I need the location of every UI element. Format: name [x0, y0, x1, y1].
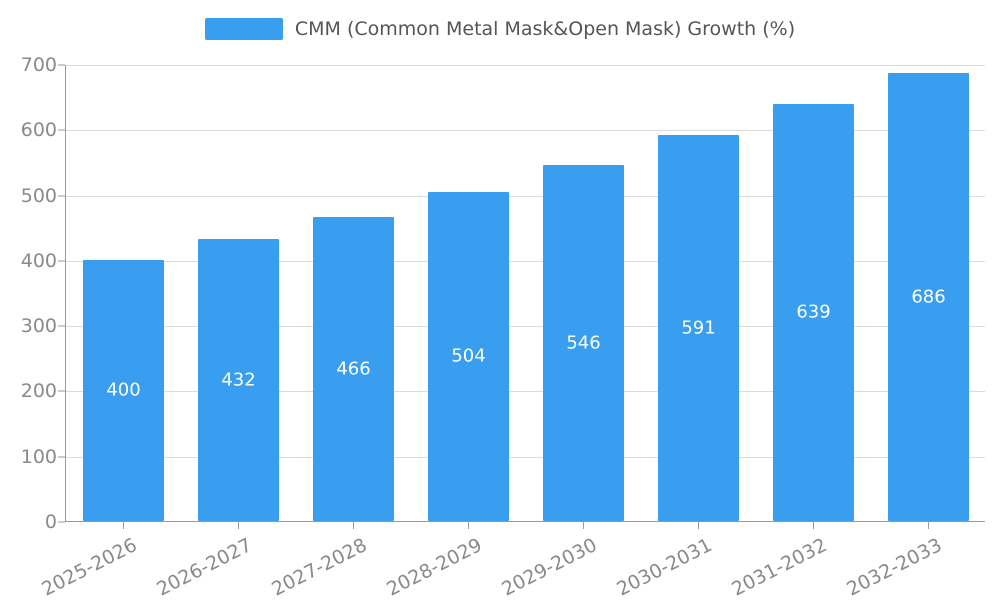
bar-value-label: 432	[221, 369, 256, 391]
y-axis-tick-label: 0	[44, 511, 57, 533]
gridline-y-700	[66, 65, 985, 66]
x-axis-tick-label: 2026-2027	[153, 534, 256, 600]
y-axis-tick-mark	[58, 195, 65, 197]
x-axis-tick-label: 2025-2026	[38, 534, 141, 600]
x-axis-tick-mark	[927, 522, 929, 529]
x-axis-tick-mark	[812, 522, 814, 529]
gridline-y-600	[66, 130, 985, 132]
x-axis-tick-label: 2031-2032	[728, 534, 831, 600]
bar-2032-2033[interactable]: 686	[888, 73, 969, 521]
bar-2030-2031[interactable]: 591	[658, 135, 739, 521]
y-axis-tick-label: 700	[20, 54, 57, 76]
chart-title: CMM (Common Metal Mask&Open Mask) Growth…	[294, 18, 796, 40]
bar-2031-2032[interactable]: 639	[773, 103, 854, 521]
bar-value-label: 686	[911, 286, 946, 308]
chart-legend[interactable]: CMM (Common Metal Mask&Open Mask) Growth…	[0, 18, 1000, 40]
bar-2025-2026[interactable]: 400	[83, 259, 164, 521]
y-axis-tick-mark	[58, 390, 65, 392]
y-axis-tick-label: 500	[20, 184, 57, 207]
gridline-y-300	[66, 326, 985, 328]
y-axis-tick-label: 200	[20, 380, 57, 403]
bar-value-label: 504	[451, 345, 486, 367]
y-axis-tick-mark	[58, 456, 65, 458]
y-axis-tick-label: 300	[20, 315, 57, 338]
x-axis-tick-mark	[352, 522, 354, 529]
x-axis-tick-label: 2029-2030	[498, 534, 601, 600]
bar-value-label: 639	[796, 301, 831, 323]
y-axis-tick-label: 400	[20, 249, 57, 272]
x-axis-tick-mark	[237, 522, 239, 529]
bar-2027-2028[interactable]: 466	[313, 216, 394, 521]
gridline-y-200	[66, 391, 985, 393]
plot-area: 400 432 466 504 546 591 639 686	[65, 65, 985, 522]
x-axis-tick-mark	[582, 522, 584, 529]
bar-2029-2030[interactable]: 546	[543, 164, 624, 521]
bar-2028-2029[interactable]: 504	[428, 191, 509, 521]
legend-swatch	[204, 18, 283, 40]
x-axis-tick-label: 2030-2031	[613, 534, 716, 600]
x-axis-tick-label: 2028-2029	[383, 534, 486, 600]
x-axis-tick-mark	[697, 522, 699, 529]
gridline-y-400	[66, 260, 985, 262]
x-axis-tick-mark	[122, 522, 124, 529]
x-axis-tick-label: 2032-2033	[843, 534, 946, 600]
gridline-y-500	[66, 195, 985, 197]
y-axis-tick-mark	[58, 521, 65, 523]
bar-2026-2027[interactable]: 432	[198, 238, 279, 521]
bar-value-label: 546	[566, 332, 601, 354]
bar-value-label: 400	[106, 379, 141, 401]
x-axis-tick-label: 2027-2028	[268, 534, 371, 600]
y-axis-tick-mark	[58, 325, 65, 327]
y-axis-tick-mark	[58, 64, 65, 66]
y-axis-tick-label: 600	[20, 119, 57, 142]
y-axis-tick-label: 100	[20, 445, 57, 468]
y-axis-tick-mark	[58, 129, 65, 131]
y-axis-tick-mark	[58, 260, 65, 262]
x-axis-tick-mark	[467, 522, 469, 529]
bar-value-label: 591	[681, 317, 716, 339]
gridline-y-100	[66, 456, 985, 458]
bar-value-label: 466	[336, 358, 371, 380]
